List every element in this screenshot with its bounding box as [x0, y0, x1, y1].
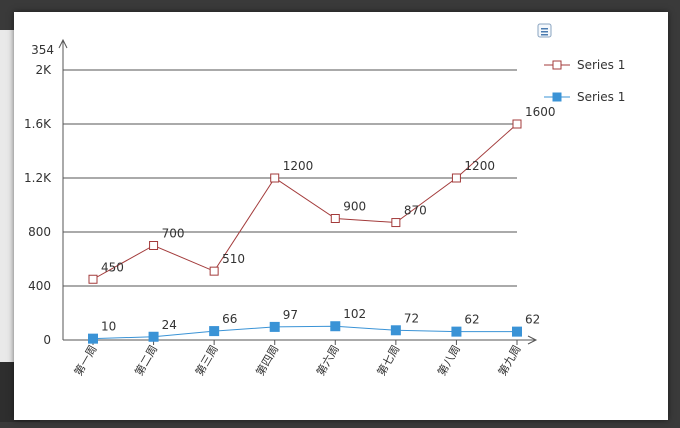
- data-label: 870: [404, 204, 427, 218]
- data-label: 900: [343, 200, 366, 214]
- legend-item[interactable]: Series 1: [544, 90, 625, 104]
- x-tick-label: 第六周: [313, 343, 342, 379]
- y-tick-label: 1.2K: [24, 171, 52, 185]
- data-point[interactable]: [149, 241, 159, 250]
- data-label: 510: [222, 252, 245, 266]
- x-tick-label: 第四周: [253, 343, 282, 379]
- data-label: 10: [101, 320, 116, 334]
- line-chart: 04008001.2K1.6K2K354 第一周 第二周 第三周 第四周 第六周 第七周第…: [24, 23, 625, 378]
- y-axis-arrow: [58, 38, 68, 49]
- data-point[interactable]: [391, 218, 401, 228]
- data-point[interactable]: [209, 326, 220, 337]
- y-tick-label: 400: [28, 279, 51, 293]
- y-tick-label: 2K: [35, 63, 52, 77]
- data-point[interactable]: [209, 266, 219, 276]
- legend-label: Series 1: [577, 58, 625, 72]
- data-label: 97: [283, 308, 298, 322]
- data-label: 102: [343, 307, 366, 321]
- axes: [58, 38, 538, 345]
- data-point[interactable]: [270, 173, 280, 183]
- data-label: 450: [101, 260, 124, 274]
- data-point[interactable]: [512, 326, 522, 337]
- x-axis-categories: 第一周 第二周 第三周 第四周 第六周 第七周 第八周 第九周: [71, 340, 524, 378]
- data-label: 700: [162, 227, 185, 241]
- series-1: 450 700 510 1200 900 870 1200 1600: [88, 105, 556, 284]
- y-axis-top-label: 354: [31, 43, 54, 57]
- chart-card: 0 400 800 1.2K 1.6K 2K 354 第一周 第二周 第三周 第四周 第六周 第七周第…: [14, 12, 668, 420]
- legend-label: Series 1: [577, 90, 625, 104]
- x-tick-label: 第一周: [71, 343, 100, 379]
- data-label: 72: [404, 311, 419, 325]
- data-point[interactable]: [390, 325, 401, 336]
- x-tick-label: 第二周: [132, 343, 161, 379]
- data-label: 1600: [525, 105, 556, 119]
- data-label: 1200: [464, 159, 495, 173]
- y-axis-ticks: 0 400 800 1.2K 1.6K 2K 354: [24, 43, 54, 347]
- data-point[interactable]: [148, 331, 159, 342]
- data-point[interactable]: [88, 333, 98, 344]
- data-point[interactable]: [451, 326, 462, 337]
- menu-icon[interactable]: [537, 23, 552, 38]
- legend-marker: [552, 60, 562, 70]
- data-label: 62: [464, 313, 479, 327]
- x-tick-label: 第九周: [495, 343, 524, 379]
- x-tick-label: 第七周: [374, 343, 403, 379]
- x-tick-label: 第三周: [192, 343, 221, 379]
- y-tick-label: 1.6K: [24, 117, 52, 131]
- data-label: 62: [525, 313, 540, 327]
- data-label: 66: [222, 312, 237, 326]
- data-point[interactable]: [330, 214, 340, 223]
- series-line: [92, 123, 518, 280]
- series-group: 450 700 510 1200 900 870 1200 1600 10 24 66 97 102 72…: [88, 105, 556, 344]
- background-panel: [0, 30, 14, 390]
- x-tick-label: 第八周: [434, 343, 463, 379]
- y-tick-label: 800: [28, 225, 51, 239]
- x-axis-arrow: [527, 335, 538, 345]
- data-point[interactable]: [88, 274, 98, 284]
- data-point[interactable]: [330, 321, 341, 332]
- data-label: 1200: [283, 159, 314, 173]
- series-line: [92, 325, 517, 340]
- legend[interactable]: Series 1 Series 1: [544, 58, 625, 104]
- data-point[interactable]: [269, 321, 280, 332]
- legend-item[interactable]: Series 1: [544, 58, 625, 72]
- grid-lines: [63, 69, 517, 287]
- data-point[interactable]: [512, 119, 522, 129]
- data-point[interactable]: [451, 173, 461, 183]
- y-tick-label: 0: [43, 333, 51, 347]
- series-2: 10 24 66 97 102 72 62 62: [88, 307, 540, 344]
- data-label: 24: [162, 318, 177, 332]
- legend-marker: [552, 92, 562, 102]
